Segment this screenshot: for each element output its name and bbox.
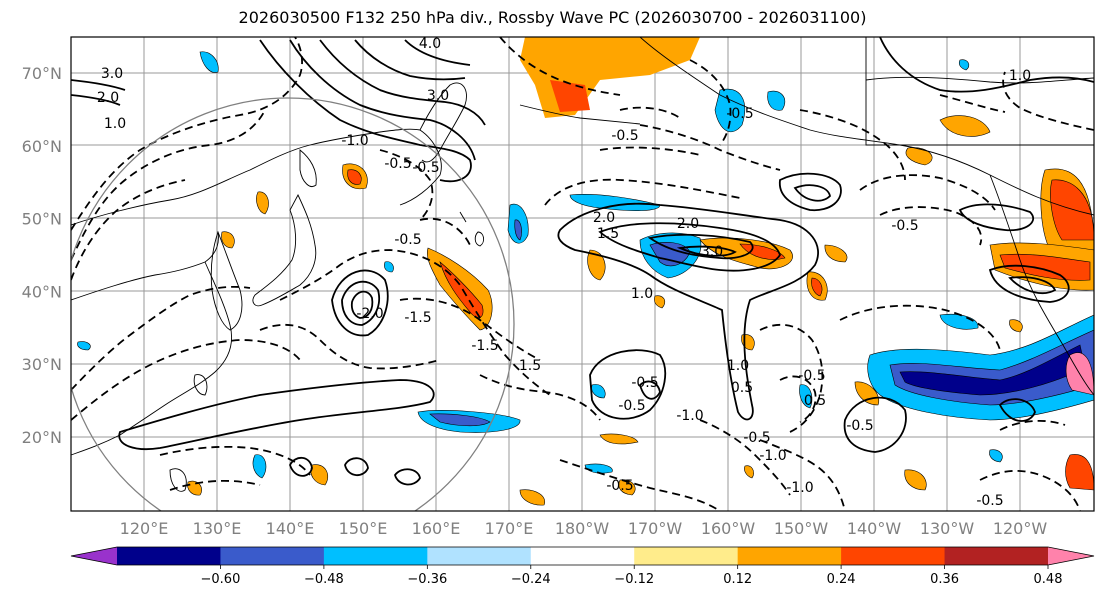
contour-label: -0.5 [976,493,1003,509]
contour-label: -2.0 [356,306,383,322]
lat-label: 30°N [22,355,62,374]
lon-label: 140°E [266,519,315,538]
negative-contours [71,37,1094,511]
lat-label: 20°N [22,428,62,447]
reference-circle [71,97,515,511]
lat-label: 60°N [22,137,62,156]
contour-label: -0.5 [631,375,658,391]
colorbar-extend-high [1048,547,1094,565]
colorbar-bin [944,547,1049,565]
contour-label: -0.5 [606,478,633,494]
colorbar-bin [427,547,532,565]
chart-title: 2026030500 F132 250 hPa div., Rossby Wav… [238,8,867,27]
contour-label: 1.5 [519,358,541,374]
contour-label: -1.0 [759,448,786,464]
contour-labels: 3.02.01.04.03.0-1.0-0.5 -0.5-0.5-1.5-2.02… [97,36,1031,509]
colorbar-tick-label: 0.48 [1034,572,1063,587]
lon-label: 170°W [628,519,683,538]
colorbar: −0.60 −0.48 −0.36 −0.24 −0.12 0.12 0.24 0.36 0.4… [70,546,1095,587]
contour-label: -0.5 [394,232,421,248]
contour-label: 0.5 [804,393,826,409]
contour-label: -1.0 [676,408,703,424]
contour-label: 0.5 [731,380,753,396]
contour-label: -0.5 [891,218,918,234]
contour-label: -0.5 [611,128,638,144]
contour-label: 2.0 [677,216,699,232]
colorbar-outline [70,546,1095,566]
contour-label: -0.5 [846,418,873,434]
contour-label: -0.5 [743,430,770,446]
shaded-anomalies [77,37,1094,506]
contour-label: 3.0 [101,66,123,82]
contour-label: -1.5 [471,338,498,354]
colorbar-bin [841,547,946,565]
lon-label: 180°W [555,519,610,538]
lon-label: 160°E [412,519,461,538]
contour-label: -0.5 [412,160,439,176]
colorbar-tick-label: −0.24 [511,572,551,587]
colorbar-tick-label: 0.12 [723,572,752,587]
contour-label: -0.5 [618,398,645,414]
coastlines [71,37,1094,492]
contour-label: 3.0 [427,88,449,104]
contour-label: -0.5 [726,106,753,122]
lon-label: 130°W [920,519,975,538]
colorbar-bin [220,547,325,565]
contour-label: 1.0 [727,358,749,374]
colorbar-extend-low [71,547,117,565]
colorbar-tick-label: −0.48 [304,572,344,587]
contour-label: -1.0 [786,480,813,496]
contour-label: -1.0 [341,133,368,149]
colorbar-tick-label: −0.36 [407,572,447,587]
contour-label: 3.0 [701,244,723,260]
contour-label: 1.5 [597,226,619,242]
latitude-labels: 70°N 60°N 50°N 40°N 30°N 20°N [22,64,62,447]
contour-label: 1.0 [1009,68,1031,84]
contour-label: 4.0 [419,36,441,52]
lon-label: 140°W [847,519,902,538]
colorbar-bin [117,547,221,565]
lat-label: 70°N [22,64,62,83]
colorbar-tick-label: 0.24 [827,572,856,587]
colorbar-tick-label: −0.12 [614,572,654,587]
lon-label: 120°W [993,519,1048,538]
lat-label: 40°N [22,282,62,301]
contour-label: 1.0 [104,116,126,132]
lon-label: 160°W [701,519,756,538]
lon-label: 150°E [339,519,388,538]
colorbar-bin [530,547,635,565]
lon-label: 170°E [485,519,534,538]
lon-label: 130°E [193,519,242,538]
map-content: 3.02.01.04.03.0-1.0-0.5 -0.5-0.5-1.5-2.02… [71,36,1094,511]
colorbar-bin [634,547,739,565]
lon-label: 150°W [774,519,829,538]
longitude-labels: 120°E 130°E 140°E 150°E 160°E 170°E 180°W 170°W… [120,519,1048,538]
contour-label: -0.5 [384,156,411,172]
contour-label: 2.0 [593,210,615,226]
contour-label: -0.5 [798,368,825,384]
contour-label: 1.0 [631,286,653,302]
contour-label: 2.0 [97,90,119,106]
map-frame [70,36,1095,512]
lon-label: 120°E [120,519,169,538]
colorbar-bin [323,547,428,565]
colorbar-tick-label: 0.36 [930,572,959,587]
colorbar-tick-label: −0.60 [201,572,241,587]
contour-label: -1.5 [404,310,431,326]
lat-label: 50°N [22,210,62,229]
colorbar-bin [737,547,842,565]
positive-contours [71,37,1094,486]
